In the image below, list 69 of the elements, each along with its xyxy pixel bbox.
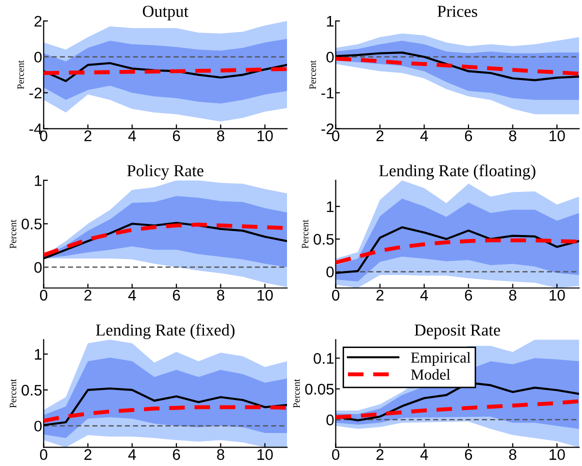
x-tick-label: 8 bbox=[509, 290, 516, 301]
x-tick-label: 6 bbox=[464, 290, 472, 301]
x-tick-label: 10 bbox=[550, 290, 565, 301]
x-tick-label: 2 bbox=[376, 130, 384, 142]
y-tick-label: -2 bbox=[29, 88, 42, 98]
x-tick-label: 4 bbox=[128, 290, 136, 300]
x-tick-label: 4 bbox=[128, 449, 136, 460]
x-tick-label: 2 bbox=[376, 449, 384, 460]
chart-title: Lending Rate (floating) bbox=[379, 164, 536, 180]
y-tick-label: 0.5 bbox=[314, 234, 334, 245]
y-tick-label: 0 bbox=[34, 262, 42, 273]
y-tick-label: 1 bbox=[326, 16, 334, 27]
x-tick-label: 4 bbox=[420, 130, 428, 142]
y-tick-label: 0 bbox=[326, 52, 334, 63]
y-tick-label: 1 bbox=[34, 175, 42, 186]
x-tick-label: 8 bbox=[509, 130, 516, 142]
x-tick-label: 4 bbox=[420, 290, 428, 300]
x-tick-label: 8 bbox=[217, 290, 224, 301]
x-tick-label: 6 bbox=[464, 449, 472, 460]
y-tick-label: 0 bbox=[34, 52, 42, 63]
line-series bbox=[44, 62, 288, 82]
line-series bbox=[336, 399, 580, 420]
y-tick-label: 0.05 bbox=[305, 384, 334, 395]
line-series bbox=[336, 56, 580, 76]
chart-title: Lending Rate (fixed) bbox=[96, 324, 234, 340]
x-tick-label: 6 bbox=[172, 449, 180, 460]
chart-title: Output bbox=[142, 6, 188, 20]
x-tick-label: 2 bbox=[84, 130, 92, 142]
y-tick-label: 0 bbox=[326, 266, 334, 278]
legend-label: Model bbox=[411, 369, 450, 380]
chart-title: Policy Rate bbox=[127, 164, 204, 180]
y-tick-label: 2 bbox=[34, 16, 42, 27]
x-tick-label: 10 bbox=[550, 130, 565, 142]
x-tick-label: 8 bbox=[217, 449, 224, 460]
y-tick-label: 0.5 bbox=[22, 384, 42, 396]
chart-title: Prices bbox=[438, 6, 478, 17]
y-tick-label: 1 bbox=[326, 201, 334, 212]
y-axis-title: Percent bbox=[310, 60, 316, 90]
x-tick-label: 10 bbox=[550, 449, 565, 460]
y-tick-label: 0.1 bbox=[314, 353, 334, 364]
y-tick-label: 0.5 bbox=[22, 218, 42, 230]
y-axis-title: Percent bbox=[17, 60, 24, 90]
legend-label: Empirical bbox=[411, 352, 470, 366]
line-series bbox=[336, 238, 580, 264]
y-axis-title: Percent bbox=[293, 379, 300, 408]
x-tick-label: 10 bbox=[258, 130, 273, 142]
x-tick-label: 10 bbox=[258, 449, 273, 460]
y-tick-label: 0 bbox=[34, 420, 42, 432]
x-tick-label: 2 bbox=[84, 290, 92, 300]
x-tick-label: 6 bbox=[172, 130, 180, 142]
x-tick-label: 6 bbox=[172, 290, 180, 301]
x-tick-label: 8 bbox=[217, 130, 224, 142]
y-axis-title: Percent bbox=[10, 379, 16, 408]
y-axis-title: Percent bbox=[302, 220, 308, 248]
y-axis-title: Percent bbox=[10, 220, 16, 248]
x-tick-label: 10 bbox=[258, 290, 273, 301]
y-tick-label: 0 bbox=[326, 414, 334, 426]
y-tick-label: 1 bbox=[34, 349, 42, 360]
y-tick-label: -2 bbox=[321, 124, 334, 134]
x-tick-label: 2 bbox=[84, 449, 92, 460]
y-tick-label: -1 bbox=[321, 88, 334, 98]
x-tick-label: 6 bbox=[464, 130, 472, 142]
x-tick-label: 8 bbox=[509, 449, 516, 460]
x-tick-label: 4 bbox=[420, 449, 428, 460]
y-tick-label: -4 bbox=[29, 124, 42, 134]
line-series bbox=[44, 405, 288, 423]
chart-title: Deposit Rate bbox=[414, 324, 500, 340]
x-tick-label: 4 bbox=[128, 130, 136, 142]
x-tick-label: 2 bbox=[376, 290, 384, 300]
